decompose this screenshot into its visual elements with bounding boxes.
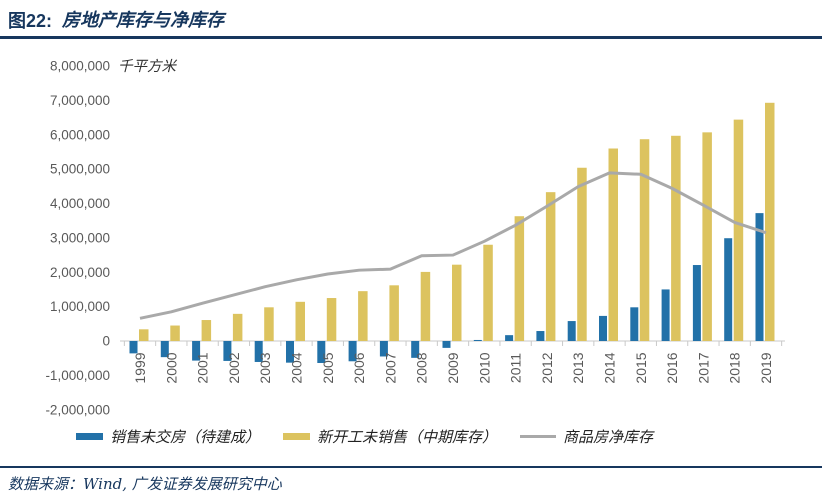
bar-presold-2018: [724, 238, 733, 341]
bar-unsold-2005: [326, 298, 337, 341]
bar-presold-2012: [536, 331, 545, 341]
bar-presold-2014: [599, 315, 607, 341]
legend-swatch-unsold: [283, 433, 311, 440]
x-axis-label-1999: 1999: [132, 352, 148, 383]
bar-presold-2006: [348, 341, 357, 362]
x-axis-label-2015: 2015: [633, 352, 649, 383]
bar-unsold-2016: [671, 135, 681, 341]
y-axis-label: 3,000,000: [50, 230, 110, 245]
bar-presold-2015: [630, 307, 639, 341]
y-axis-label: 7,000,000: [50, 93, 110, 108]
bar-unsold-2004: [295, 301, 305, 341]
bar-presold-2003: [254, 341, 263, 362]
x-axis-label-2011: 2011: [508, 353, 524, 383]
x-axis-label-2012: 2012: [539, 352, 555, 383]
x-axis-label-2005: 2005: [320, 352, 336, 383]
bar-presold-2016: [661, 289, 670, 341]
legend-label-presold: 销售未交房（待建成）: [110, 428, 261, 446]
y-axis-label: 4,000,000: [50, 196, 110, 211]
bar-unsold-2007: [389, 285, 399, 341]
inventory-chart: 8,000,000 7,000,000 6,000,000 5,000,000 4,00…: [45, 58, 785, 417]
y-axis-label: -1,000,000: [45, 368, 110, 383]
bar-unsold-2019: [765, 102, 775, 341]
y-axis-label: 2,000,000: [50, 265, 110, 280]
y-axis-unit-label: 千平方米: [118, 58, 177, 75]
legend-item-net-inventory: 商品房净库存: [520, 426, 653, 447]
bar-unsold-2018: [733, 119, 744, 341]
bar-unsold-1999: [139, 329, 149, 341]
figure-number-label: 图22:: [8, 11, 53, 31]
footer-divider: [0, 466, 822, 468]
bar-unsold-2011: [514, 216, 525, 341]
bar-unsold-2015: [639, 139, 650, 341]
bar-presold-2008: [411, 341, 420, 358]
bar-presold-1999: [129, 341, 138, 354]
y-axis-label: -2,000,000: [45, 402, 110, 417]
bar-presold-2004: [286, 341, 294, 363]
bar-unsold-2009: [452, 264, 462, 341]
bar-unsold-2003: [264, 307, 274, 341]
y-axis-label: 1,000,000: [50, 299, 110, 314]
figure-title: 房地产库存与净库存: [62, 10, 224, 31]
y-axis-label: 5,000,000: [50, 162, 110, 177]
legend-item-unsold: 新开工未销售（中期库存）: [283, 426, 497, 447]
bar-unsold-2017: [702, 132, 712, 341]
y-axis-label: 8,000,000: [50, 59, 110, 74]
bar-presold-2000: [160, 341, 169, 358]
x-axis-label-2004: 2004: [289, 352, 305, 383]
x-axis-label-2014: 2014: [602, 352, 618, 383]
bar-presold-2002: [223, 341, 232, 361]
data-source-note: 数据来源：Wind, 广发证券发展研究中心: [8, 475, 282, 493]
legend-swatch-presold: [76, 433, 103, 440]
x-axis-label-2003: 2003: [257, 352, 273, 383]
x-axis-label-2000: 2000: [163, 352, 179, 383]
bar-presold-2011: [505, 335, 514, 341]
y-axis-label: 0: [102, 334, 110, 349]
x-axis-label-2018: 2018: [727, 352, 743, 383]
bar-unsold-2001: [201, 320, 212, 341]
x-axis-label-2016: 2016: [664, 352, 680, 383]
bar-presold-2010: [473, 339, 482, 341]
bar-unsold-2014: [608, 148, 618, 341]
bar-presold-2005: [317, 341, 326, 363]
bar-unsold-2006: [358, 291, 368, 341]
x-axis-label-2009: 2009: [445, 352, 461, 383]
net-inventory-line: [139, 171, 767, 320]
x-axis-label-2017: 2017: [695, 352, 711, 383]
bar-unsold-2010: [483, 244, 493, 341]
chart-legend: 销售未交房（待建成） 新开工未销售（中期库存） 商品房净库存: [76, 426, 653, 447]
x-axis-label-2006: 2006: [351, 352, 367, 383]
bar-unsold-2008: [420, 271, 431, 341]
legend-swatch-net-inventory: [520, 435, 557, 438]
legend-label-net-inventory: 商品房净库存: [563, 428, 654, 446]
x-axis-label-2008: 2008: [414, 352, 430, 383]
legend-item-presold: 销售未交房（待建成）: [76, 426, 260, 447]
bar-unsold-2002: [232, 313, 243, 341]
x-axis-label-2001: 2001: [195, 352, 211, 383]
bar-presold-2013: [567, 321, 576, 341]
bar-presold-2019: [755, 213, 764, 341]
bar-unsold-2000: [170, 325, 180, 341]
bar-presold-2007: [379, 341, 388, 357]
bar-presold-2009: [442, 341, 451, 348]
bar-unsold-2013: [577, 167, 587, 341]
figure-header: 图22: 房地产库存与净库存: [0, 0, 822, 39]
bar-presold-2017: [692, 265, 701, 341]
y-axis-label: 6,000,000: [50, 127, 110, 142]
x-axis-label-2010: 2010: [476, 352, 492, 383]
bar-unsold-2012: [545, 192, 556, 341]
x-axis-label-2007: 2007: [382, 352, 398, 383]
bar-presold-2001: [192, 341, 201, 361]
legend-label-unsold: 新开工未销售（中期库存）: [317, 428, 498, 446]
x-axis-label-2002: 2002: [226, 352, 242, 383]
x-axis-label-2019: 2019: [758, 352, 774, 383]
x-axis-label-2013: 2013: [570, 352, 586, 383]
